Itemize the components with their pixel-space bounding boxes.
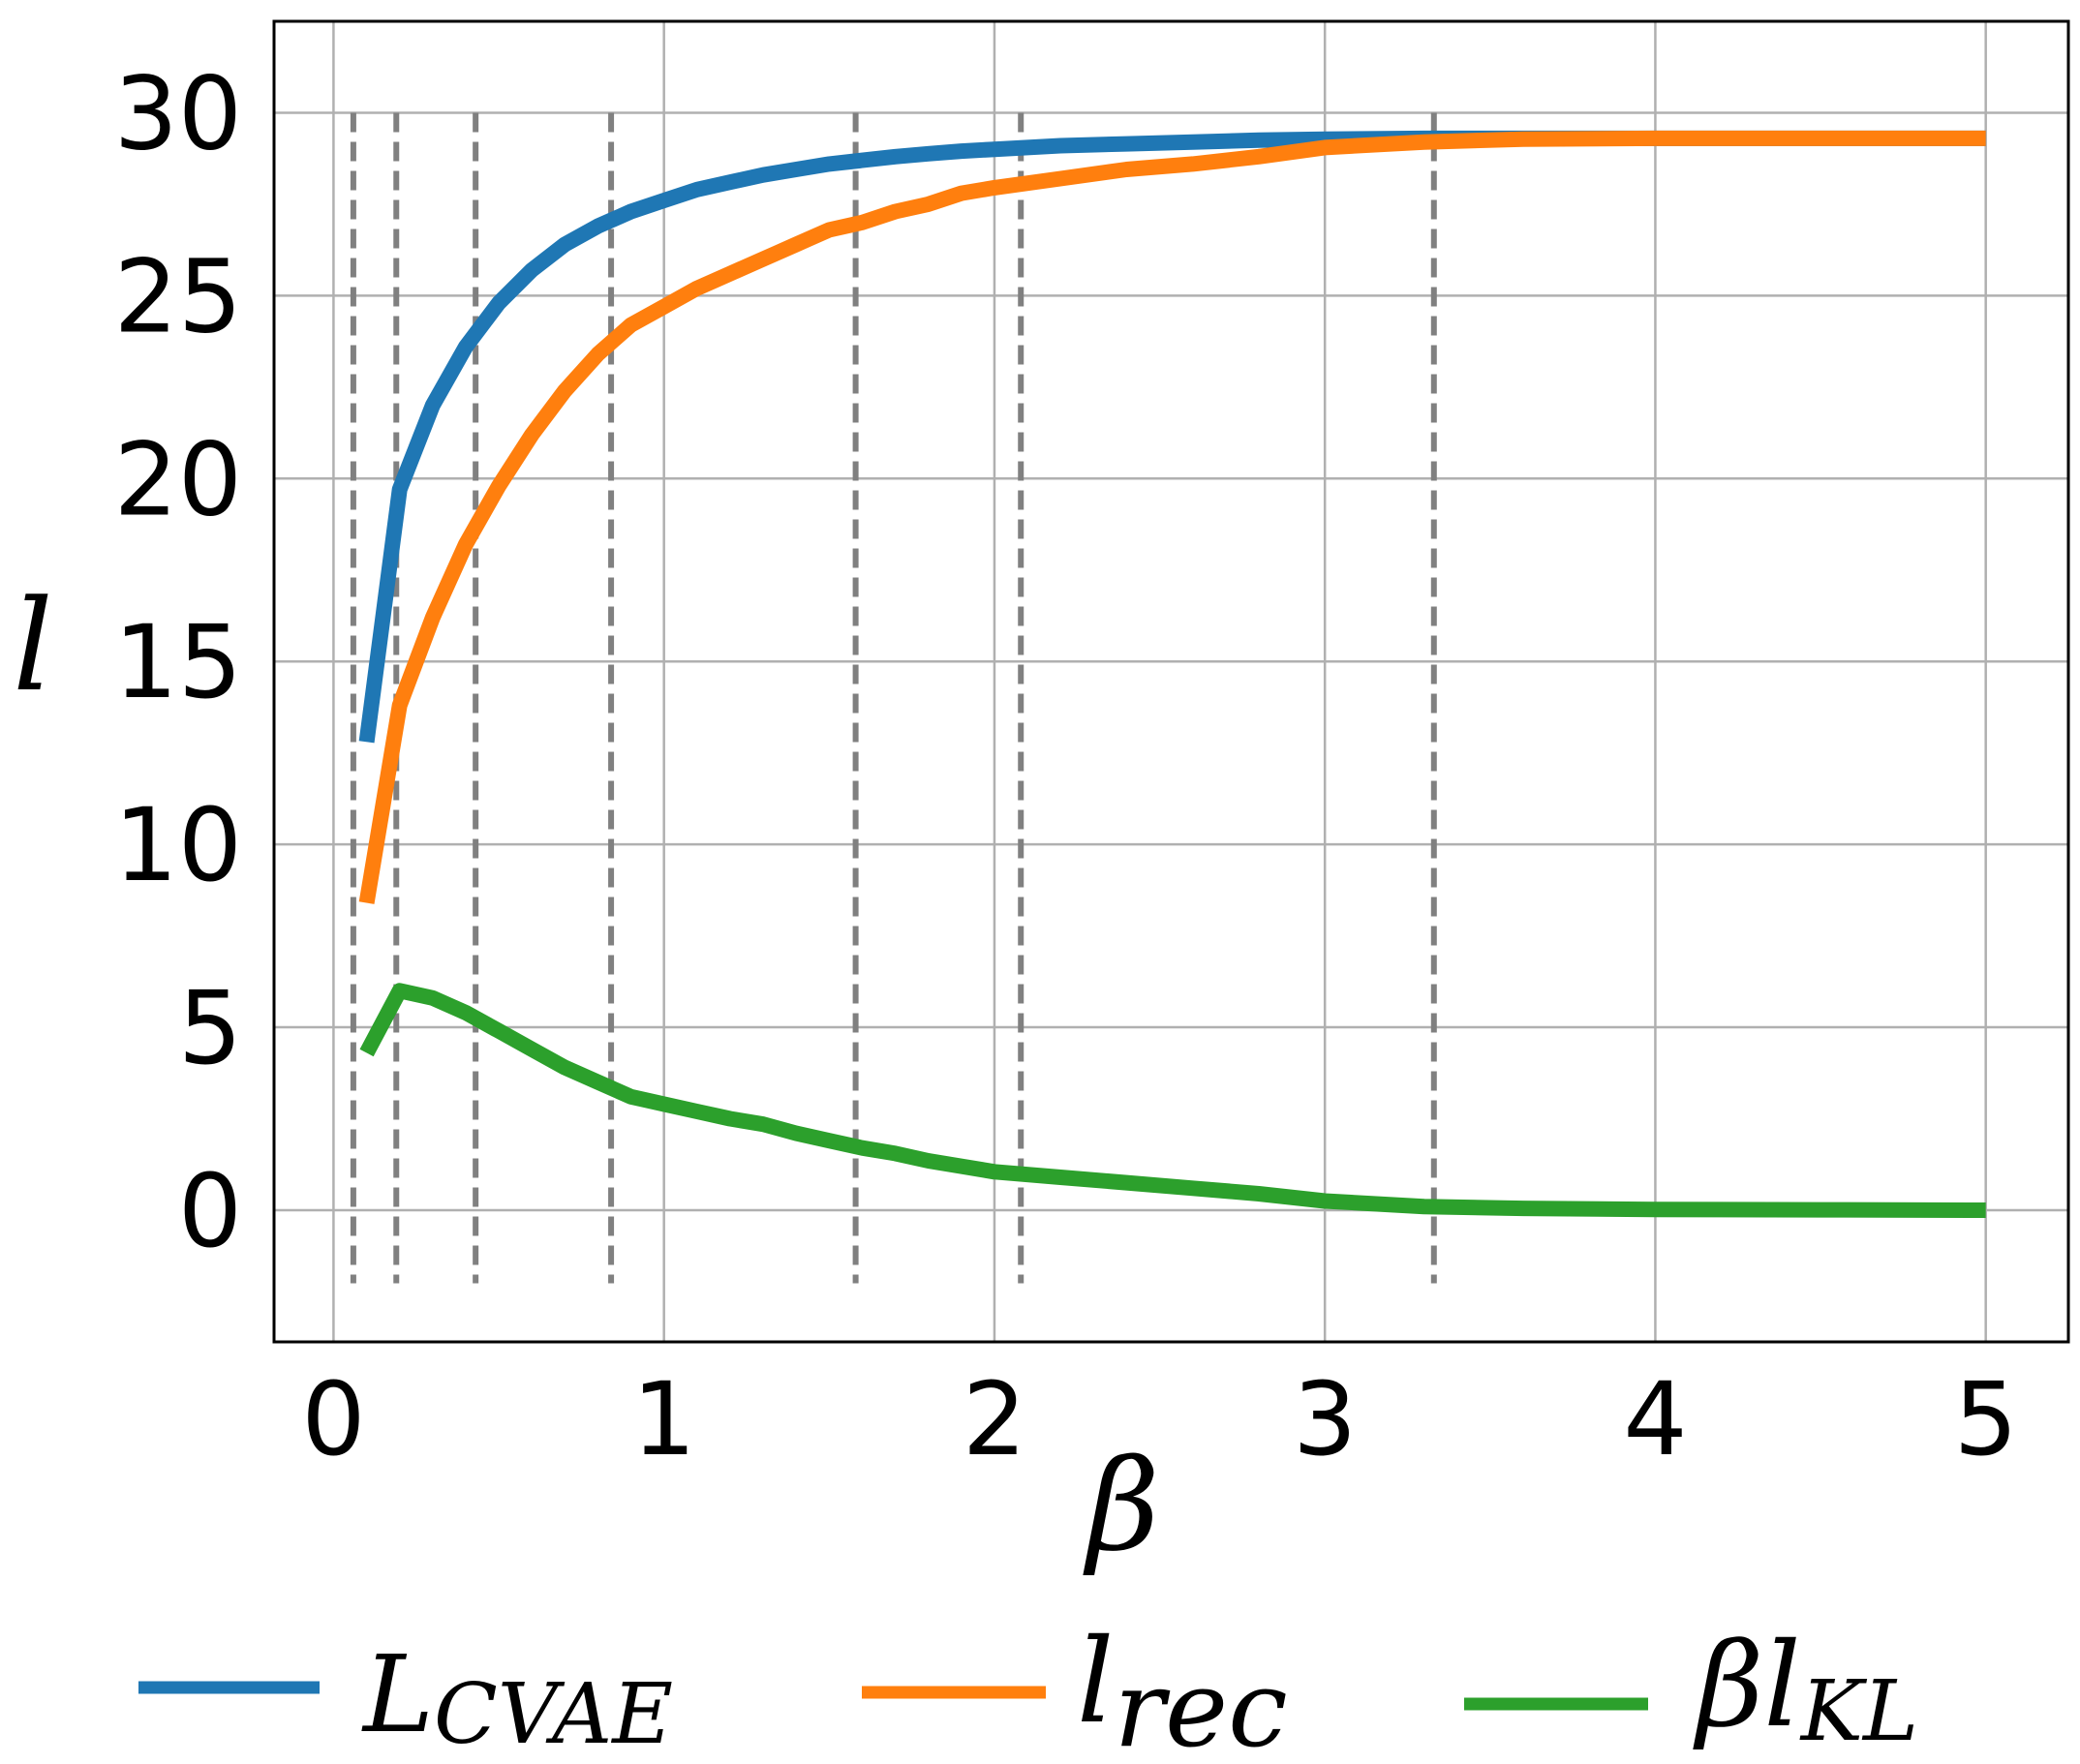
y-tick-label: 0 (178, 1152, 242, 1270)
x-tick-label: 3 (1293, 1360, 1357, 1478)
legend-label-l-rec-main: l (1077, 1615, 1114, 1749)
y-tick-label: 15 (114, 603, 242, 721)
x-tick-label: 0 (301, 1360, 365, 1478)
legend-label-beta-l-kl: βlKL (1693, 1619, 1918, 1760)
legend: LCVAE lrec βlKL (138, 1615, 1918, 1764)
y-tick-labels: 0 5 10 15 20 25 30 (114, 54, 242, 1270)
legend-label-beta-l-kl-main: βl (1693, 1619, 1801, 1753)
series-line-l-rec (358, 130, 1986, 904)
y-tick-label: 25 (114, 237, 242, 355)
legend-label-l-cvae: LCVAE (361, 1632, 673, 1763)
y-tick-label: 10 (114, 786, 242, 904)
x-tick-label: 1 (632, 1360, 696, 1478)
x-tick-label: 5 (1954, 1360, 2018, 1478)
x-tick-labels: 0 1 2 3 4 5 (301, 1360, 2017, 1478)
x-tick-label: 4 (1623, 1360, 1687, 1478)
legend-label-l-cvae-main: L (361, 1632, 434, 1756)
legend-label-l-rec: lrec (1077, 1615, 1288, 1764)
y-axis-label: l (13, 572, 53, 719)
plot-frame (272, 19, 2070, 1344)
y-tick-label: 5 (178, 969, 242, 1087)
legend-label-l-rec-sub: rec (1114, 1647, 1287, 1764)
legend-label-beta-l-kl-sub: KL (1799, 1663, 1918, 1760)
grid-layer (274, 21, 2068, 1342)
x-axis-label: β (1082, 1432, 1159, 1579)
x-tick-label: 2 (963, 1360, 1026, 1478)
legend-label-l-cvae-sub: CVAE (434, 1666, 673, 1763)
y-tick-label: 20 (114, 420, 242, 538)
y-tick-label: 30 (114, 54, 242, 172)
series-line--l-kl (359, 983, 1986, 1218)
series-layer (358, 130, 1986, 1218)
